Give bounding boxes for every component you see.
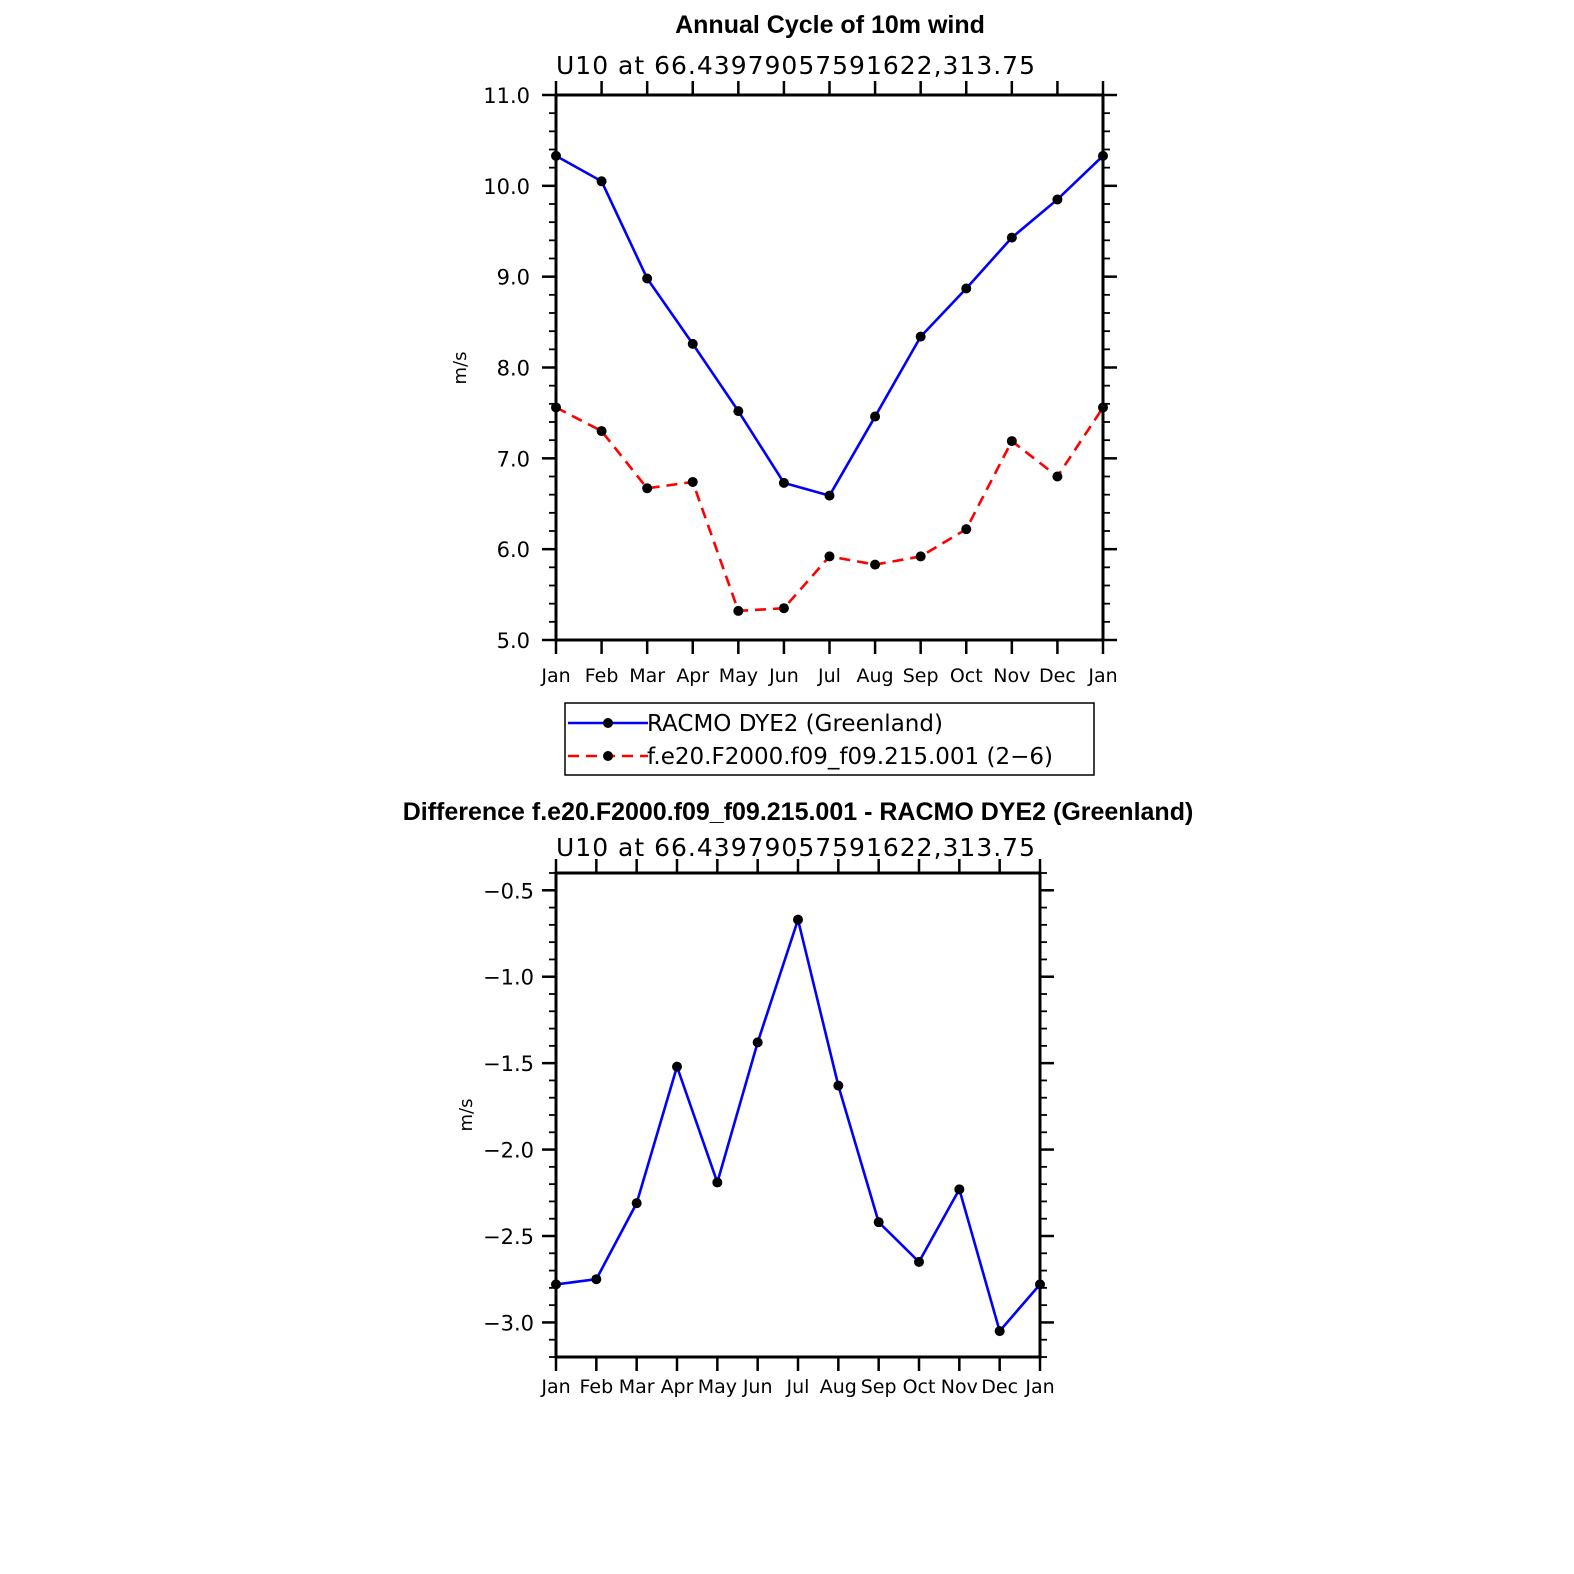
y-tick-label: −2.0 bbox=[483, 1139, 534, 1163]
data-point bbox=[687, 476, 698, 487]
plot-frame bbox=[554, 871, 1042, 1359]
y-tick-label: 5.0 bbox=[497, 629, 530, 653]
y-tick-label: 10.0 bbox=[483, 175, 530, 199]
data-point bbox=[914, 1256, 924, 1267]
x-tick-label: Aug bbox=[820, 1376, 857, 1398]
x-tick-label: Jul bbox=[817, 665, 841, 687]
data-point bbox=[551, 1279, 561, 1290]
data-point bbox=[870, 411, 881, 422]
x-tick-label: Feb bbox=[580, 1376, 614, 1398]
data-point bbox=[712, 1177, 723, 1188]
data-point bbox=[672, 1061, 682, 1072]
chart-title: Difference f.e20.F2000.f09_f09.215.001 -… bbox=[403, 798, 1194, 826]
data-point bbox=[591, 1274, 602, 1285]
series-line bbox=[555, 406, 1105, 613]
x-tick-label: Jul bbox=[786, 1376, 810, 1398]
data-point bbox=[1035, 1279, 1045, 1290]
data-point bbox=[961, 283, 972, 294]
y-axis-label: m/s bbox=[450, 352, 471, 385]
legend-box bbox=[564, 702, 1095, 776]
y-tick-label: −3.0 bbox=[483, 1311, 534, 1335]
data-point bbox=[1006, 232, 1017, 243]
x-tick-label: Aug bbox=[857, 665, 894, 687]
data-point bbox=[1052, 194, 1063, 205]
chart-title: Annual Cycle of 10m wind bbox=[675, 11, 985, 39]
data-point bbox=[551, 150, 561, 161]
chart-subtitle: U10 at 66.43979057591622,313.75 bbox=[556, 51, 1036, 80]
difference-chart: Difference f.e20.F2000.f09_f09.215.001 -… bbox=[403, 798, 1194, 1398]
x-tick-label: Jan bbox=[540, 665, 570, 687]
data-point bbox=[778, 603, 789, 614]
data-point bbox=[631, 1198, 642, 1209]
legend-label: RACMO DYE2 (Greenland) bbox=[647, 711, 943, 737]
data-point bbox=[752, 1037, 763, 1048]
x-tick-label: Jun bbox=[768, 665, 799, 687]
data-point bbox=[961, 524, 972, 535]
data-point bbox=[733, 605, 744, 616]
data-point bbox=[1006, 436, 1017, 447]
data-point bbox=[915, 551, 926, 562]
chart-subtitle: U10 at 66.43979057591622,313.75 bbox=[556, 833, 1036, 862]
y-tick-label: 7.0 bbox=[497, 447, 530, 471]
x-tick-label: Mar bbox=[619, 1376, 655, 1398]
y-tick-label: 8.0 bbox=[497, 357, 530, 381]
x-tick-label: May bbox=[719, 665, 758, 687]
legend-label: f.e20.F2000.f09_f09.215.001 (2−6) bbox=[647, 744, 1053, 770]
x-tick-label: Apr bbox=[676, 665, 709, 687]
y-tick-label: −1.5 bbox=[483, 1052, 534, 1076]
data-point bbox=[873, 1217, 884, 1228]
legend: RACMO DYE2 (Greenland) f.e20.F2000.f09_f0… bbox=[564, 702, 1095, 776]
data-point bbox=[642, 273, 653, 284]
data-point bbox=[687, 338, 698, 349]
x-tick-label: Mar bbox=[629, 665, 665, 687]
y-axis-label: m/s bbox=[456, 1099, 477, 1132]
x-tick-label: Oct bbox=[903, 1376, 936, 1398]
x-tick-label: Jan bbox=[1024, 1376, 1054, 1398]
y-tick-label: 6.0 bbox=[497, 538, 530, 562]
x-tick-label: Nov bbox=[993, 665, 1030, 687]
x-tick-label: Sep bbox=[903, 665, 939, 687]
x-tick-label: Nov bbox=[941, 1376, 978, 1398]
data-point bbox=[551, 402, 561, 413]
data-point bbox=[596, 426, 607, 437]
x-tick-label: Dec bbox=[1039, 665, 1076, 687]
x-tick-label: Jan bbox=[1087, 665, 1117, 687]
data-point bbox=[733, 406, 744, 417]
y-tick-label: −1.0 bbox=[483, 966, 534, 990]
data-point bbox=[596, 176, 607, 187]
y-tick-label: −0.5 bbox=[483, 879, 534, 903]
data-point bbox=[833, 1080, 844, 1091]
x-tick-label: Jun bbox=[742, 1376, 773, 1398]
data-point bbox=[793, 914, 803, 925]
data-point bbox=[642, 483, 653, 494]
legend-marker bbox=[603, 718, 613, 728]
x-tick-label: Apr bbox=[661, 1376, 694, 1398]
x-tick-label: Jan bbox=[540, 1376, 570, 1398]
data-point bbox=[915, 331, 926, 342]
series-line bbox=[555, 914, 1041, 1334]
x-tick-label: Dec bbox=[981, 1376, 1018, 1398]
y-tick-label: 11.0 bbox=[483, 84, 530, 108]
data-point bbox=[1052, 471, 1063, 482]
legend-marker bbox=[603, 751, 613, 761]
data-point bbox=[870, 559, 881, 570]
annual-cycle-chart: Annual Cycle of 10m wind U10 at 66.439790… bbox=[450, 11, 1118, 687]
data-point bbox=[954, 1184, 965, 1195]
y-tick-label: −2.5 bbox=[483, 1225, 534, 1249]
data-point bbox=[824, 490, 835, 501]
data-point bbox=[994, 1326, 1005, 1337]
data-point bbox=[824, 551, 835, 562]
data-point bbox=[1098, 150, 1108, 161]
series-line bbox=[555, 154, 1104, 498]
x-tick-label: Sep bbox=[861, 1376, 897, 1398]
data-point bbox=[778, 477, 789, 488]
x-tick-label: May bbox=[698, 1376, 737, 1398]
y-tick-label: 9.0 bbox=[497, 266, 530, 290]
x-tick-label: Feb bbox=[585, 665, 619, 687]
x-tick-label: Oct bbox=[950, 665, 983, 687]
data-point bbox=[1098, 402, 1108, 413]
